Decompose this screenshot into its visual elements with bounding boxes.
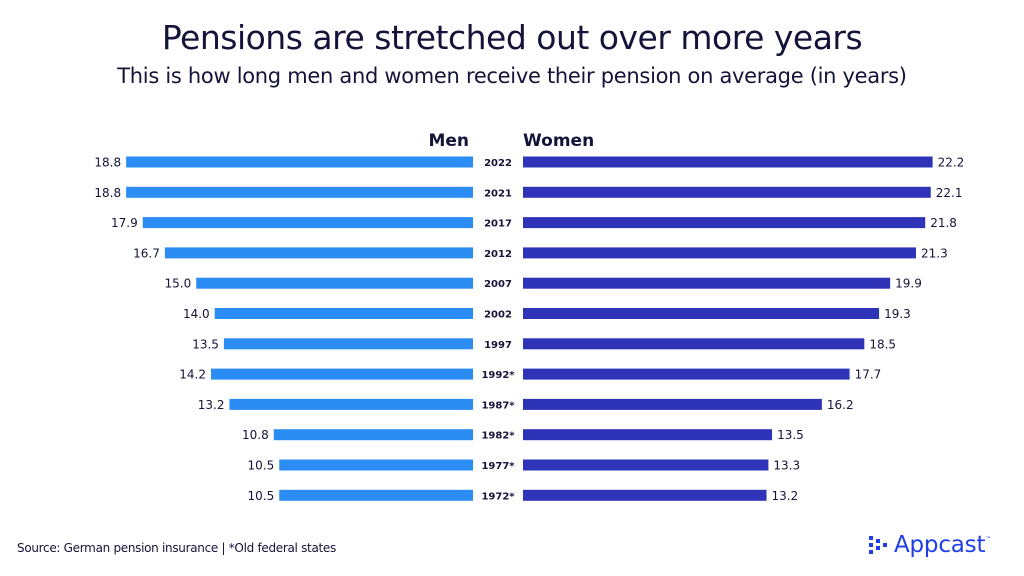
women-bar	[523, 217, 926, 229]
men-bar	[142, 217, 473, 229]
men-bar	[223, 338, 473, 350]
year-label: 1992*	[481, 370, 515, 381]
men-bar	[164, 247, 473, 259]
logo-text: Appcast	[894, 532, 986, 558]
women-value-label: 17.7	[855, 368, 882, 382]
men-bar	[126, 156, 473, 168]
appcast-dots-icon	[869, 536, 887, 554]
legend-women: Women	[523, 131, 594, 151]
men-value-label: 15.0	[165, 277, 192, 291]
source-note: Source: German pension insurance | *Old …	[17, 541, 336, 555]
year-label: 1972*	[481, 491, 515, 502]
men-value-label: 13.2	[198, 398, 225, 412]
year-label: 1997	[484, 340, 512, 351]
women-bar	[523, 338, 865, 350]
year-label: 1977*	[481, 461, 515, 472]
year-label: 2022	[484, 158, 512, 169]
men-value-label: 14.2	[179, 368, 206, 382]
men-bar	[211, 368, 473, 380]
chart-title: Pensions are stretched out over more yea…	[161, 18, 863, 57]
women-bar	[523, 429, 773, 441]
legend-men: Men	[428, 131, 469, 151]
men-value-label: 18.8	[94, 156, 121, 170]
chart-subtitle: This is how long men and women receive t…	[117, 64, 907, 88]
men-value-label: 13.5	[192, 337, 219, 351]
men-value-label: 14.0	[183, 307, 210, 321]
women-bar	[523, 308, 880, 319]
women-value-label: 21.3	[921, 246, 948, 260]
women-bar	[523, 247, 916, 259]
men-value-label: 10.5	[248, 489, 275, 503]
women-bar	[523, 398, 822, 410]
men-bar	[214, 308, 473, 319]
appcast-logo: Appcast ™	[868, 532, 991, 558]
women-value-label: 16.2	[827, 398, 854, 412]
men-bar	[229, 398, 473, 410]
men-value-label: 16.7	[133, 246, 160, 260]
men-value-label: 10.5	[248, 459, 275, 473]
women-bar	[523, 489, 767, 501]
year-label: 1982*	[481, 431, 515, 442]
women-bar	[523, 368, 850, 380]
men-bar	[126, 186, 473, 198]
year-label: 2002	[484, 310, 512, 321]
logo-trademark: ™	[985, 536, 992, 543]
men-bar	[279, 459, 473, 471]
year-label: 2021	[484, 188, 512, 199]
men-bar	[196, 277, 473, 289]
women-bar	[523, 156, 933, 168]
women-value-label: 19.3	[884, 307, 911, 321]
men-value-label: 17.9	[111, 216, 138, 230]
women-value-label: 18.5	[869, 337, 896, 351]
pension-duration-chart: Men Women 2022 18.8 22.2 2021 18.8 22.1 2017 17.9…	[94, 131, 965, 503]
women-value-label: 13.2	[772, 489, 799, 503]
women-value-label: 22.2	[938, 156, 965, 170]
men-bar	[279, 489, 473, 501]
men-value-label: 18.8	[94, 186, 121, 200]
women-value-label: 13.3	[773, 459, 800, 473]
year-label: 2012	[484, 249, 512, 260]
women-value-label: 22.1	[936, 186, 963, 200]
year-label: 2017	[484, 219, 512, 230]
women-bar	[523, 186, 931, 198]
women-value-label: 13.5	[777, 428, 804, 442]
men-bar	[273, 429, 473, 441]
year-label: 2007	[484, 279, 512, 290]
year-label: 1987*	[481, 400, 515, 411]
men-value-label: 10.8	[242, 428, 269, 442]
women-value-label: 21.8	[930, 216, 957, 230]
women-bar	[523, 277, 891, 289]
women-value-label: 19.9	[895, 277, 922, 291]
women-bar	[523, 459, 769, 471]
